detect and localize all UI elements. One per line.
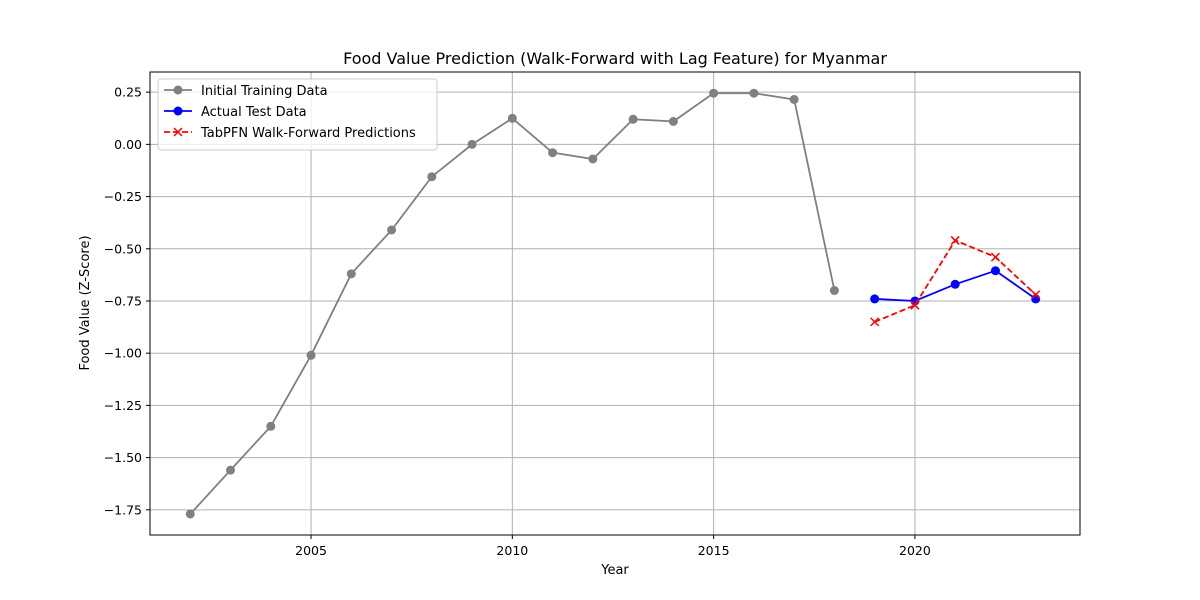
legend-box <box>157 78 438 151</box>
legend-label: TabPFN Walk-Forward Predictions <box>200 126 416 141</box>
legend-item: Initial Training Data <box>164 84 328 99</box>
data-point <box>829 286 839 296</box>
x-tick-label: 2020 <box>899 543 931 558</box>
x-axis: 2005 2010 2015 2020 <box>295 535 931 558</box>
series-initial-training-data <box>185 88 839 519</box>
data-point <box>226 465 236 475</box>
data-point <box>1031 290 1041 300</box>
data-point <box>789 94 799 104</box>
chart-title: Food Value Prediction (Walk-Forward with… <box>343 49 887 68</box>
data-point <box>870 294 880 304</box>
data-point <box>950 235 960 245</box>
y-tick-label: 0.00 <box>114 137 142 152</box>
data-point <box>266 421 276 431</box>
x-tick-label: 2010 <box>496 543 528 558</box>
y-tick-label: −1.75 <box>104 502 142 517</box>
legend-item: TabPFN Walk-Forward Predictions <box>164 126 416 141</box>
data-point <box>709 88 719 98</box>
y-axis: 0.25 0.00 −0.25 −0.50 −0.75 −1.00 −1.25 −1.50 −1… <box>104 85 150 517</box>
plot-frame <box>149 71 1081 536</box>
data-point <box>387 225 397 235</box>
y-tick-label: −1.00 <box>104 346 142 361</box>
legend: Initial Training Data Actual Test Data Tab… <box>157 78 438 151</box>
data-point <box>870 317 880 327</box>
legend-marker <box>173 85 183 95</box>
data-point <box>306 350 316 360</box>
marker-stroke <box>870 317 880 327</box>
data-point <box>185 509 195 519</box>
data-point <box>749 88 759 98</box>
y-tick-label: 0.25 <box>114 85 142 100</box>
data-point <box>990 252 1000 262</box>
legend-item: Actual Test Data <box>164 105 307 120</box>
data-point <box>910 300 920 310</box>
data-point <box>507 113 517 123</box>
y-tick-label: −1.25 <box>104 398 142 413</box>
y-tick-label: −0.50 <box>104 241 142 256</box>
data-point <box>668 116 678 126</box>
x-tick-label: 2005 <box>295 543 327 558</box>
marker-stroke <box>1031 290 1041 300</box>
marker-stroke <box>950 235 960 245</box>
x-axis-label: Year <box>600 563 629 578</box>
legend-marker <box>173 127 183 137</box>
y-axis-label: Food Value (Z-Score) <box>78 235 93 370</box>
legend-marker <box>173 106 183 116</box>
legend-label: Actual Test Data <box>201 105 307 120</box>
data-point <box>467 139 477 149</box>
data-point <box>950 279 960 289</box>
marker-stroke <box>910 300 920 310</box>
y-tick-label: −1.50 <box>104 450 142 465</box>
data-point <box>588 154 598 164</box>
marker-stroke <box>990 252 1000 262</box>
data-point <box>628 114 638 124</box>
marker-stroke <box>173 127 183 137</box>
y-tick-label: −0.75 <box>104 293 142 308</box>
x-tick-label: 2015 <box>698 543 730 558</box>
series-layer <box>185 88 1041 519</box>
y-tick-label: −0.25 <box>104 189 142 204</box>
data-point <box>427 172 437 182</box>
legend-label: Initial Training Data <box>201 84 328 99</box>
series-tabpfn-walk-forward-predictions <box>870 235 1041 327</box>
data-point <box>990 266 1000 276</box>
data-point <box>548 148 558 158</box>
data-point <box>346 269 356 279</box>
series-actual-test-data <box>870 266 1041 306</box>
